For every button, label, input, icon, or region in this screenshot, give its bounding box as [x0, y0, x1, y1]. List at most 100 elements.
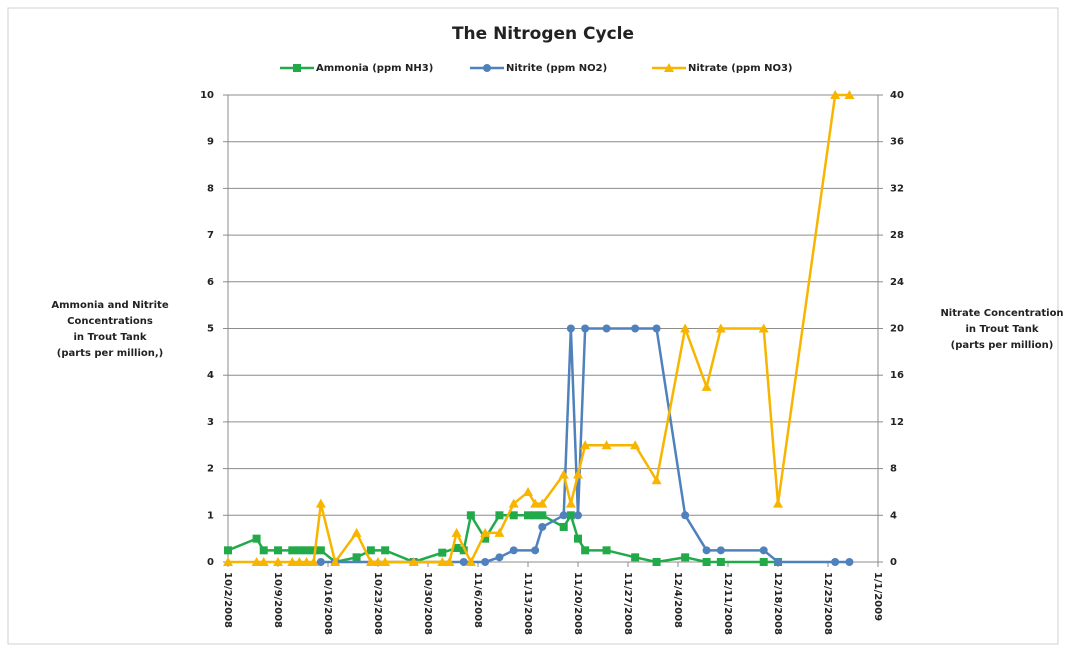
marker	[258, 557, 269, 566]
y-tick-label: 9	[207, 137, 214, 148]
marker	[538, 511, 547, 520]
legend-label: Nitrite (ppm NO2)	[506, 63, 607, 74]
marker	[223, 557, 233, 566]
marker	[531, 511, 540, 520]
marker	[287, 557, 298, 566]
marker	[301, 557, 312, 566]
marker	[565, 498, 576, 508]
x-tick-label: 11/27/2008	[622, 572, 633, 635]
chart-title: The Nitrogen Cycle	[452, 24, 634, 44]
x-tick-label: 10/30/2008	[422, 572, 433, 635]
marker	[524, 511, 532, 520]
marker	[251, 557, 262, 566]
marker	[631, 324, 640, 333]
y-tick-label: 2	[207, 464, 214, 475]
marker	[681, 553, 690, 562]
legend-marker	[483, 64, 491, 72]
marker	[830, 90, 841, 99]
marker	[288, 546, 297, 555]
marker	[559, 511, 568, 520]
marker	[844, 90, 855, 99]
y2-axis-label: (parts per million)	[951, 340, 1054, 351]
x-tick-label: 11/13/2008	[522, 572, 533, 635]
marker	[559, 522, 568, 531]
x-tick-label: 10/9/2008	[272, 572, 283, 628]
marker	[452, 543, 461, 552]
marker	[566, 324, 575, 333]
marker	[651, 475, 662, 485]
marker	[316, 558, 325, 566]
marker	[509, 546, 518, 555]
marker	[494, 527, 505, 537]
marker	[373, 557, 383, 566]
marker	[352, 553, 361, 562]
y2-tick-label: 24	[890, 277, 904, 288]
marker	[574, 534, 582, 543]
y2-tick-label: 8	[890, 464, 897, 475]
marker	[316, 546, 325, 555]
series	[316, 324, 854, 566]
marker	[759, 558, 768, 566]
y-axis-label: Ammonia and Nitrite	[51, 300, 168, 311]
y-tick-label: 0	[207, 557, 214, 568]
y-tick-label: 4	[207, 370, 214, 381]
y-tick-label: 10	[200, 90, 214, 101]
legend-label: Ammonia (ppm NH3)	[316, 63, 433, 74]
marker	[365, 557, 376, 566]
marker	[630, 440, 641, 450]
marker	[759, 546, 768, 555]
marker	[716, 558, 725, 566]
y2-tick-label: 0	[890, 557, 897, 568]
y2-tick-label: 32	[890, 183, 904, 194]
marker	[602, 324, 611, 333]
y2-tick-label: 36	[890, 137, 904, 148]
legend-marker	[293, 64, 301, 72]
marker	[437, 557, 448, 566]
marker	[466, 511, 475, 520]
y-axis-label: (parts per million,)	[57, 348, 163, 359]
marker	[530, 498, 541, 508]
marker	[566, 511, 575, 520]
marker	[381, 546, 390, 555]
y2-axis-label: Nitrate Concentration	[940, 308, 1063, 319]
marker	[252, 534, 261, 543]
y2-axis-label: in Trout Tank	[966, 324, 1039, 335]
marker	[716, 546, 725, 555]
marker	[451, 527, 462, 537]
x-tick-label: 12/4/2008	[672, 572, 683, 628]
marker	[315, 498, 326, 508]
marker	[602, 546, 611, 555]
marker	[224, 546, 232, 555]
marker	[302, 546, 311, 555]
marker	[523, 486, 533, 496]
y-tick-label: 6	[207, 277, 214, 288]
marker	[481, 534, 490, 543]
y-tick-label: 1	[207, 510, 214, 521]
x-tick-label: 11/6/2008	[472, 572, 483, 628]
marker	[380, 557, 391, 566]
marker	[581, 546, 590, 555]
marker	[481, 558, 490, 566]
y2-tick-label: 16	[890, 370, 904, 381]
x-tick-label: 11/20/2008	[572, 572, 583, 635]
marker	[459, 546, 468, 555]
legend-marker	[483, 64, 491, 72]
marker	[581, 324, 590, 333]
marker	[273, 557, 283, 566]
marker	[465, 557, 476, 566]
marker	[444, 557, 455, 566]
marker	[351, 527, 362, 537]
marker	[309, 546, 318, 555]
marker	[701, 381, 712, 391]
marker	[308, 557, 319, 566]
marker	[366, 546, 375, 555]
y-tick-label: 7	[207, 230, 214, 241]
marker	[330, 557, 341, 566]
marker	[480, 527, 491, 537]
marker	[531, 546, 540, 555]
marker	[495, 511, 504, 520]
x-tick-label: 12/25/2008	[822, 572, 833, 635]
marker	[259, 546, 268, 555]
y-tick-label: 5	[207, 324, 214, 335]
x-tick-label: 10/16/2008	[322, 572, 333, 635]
